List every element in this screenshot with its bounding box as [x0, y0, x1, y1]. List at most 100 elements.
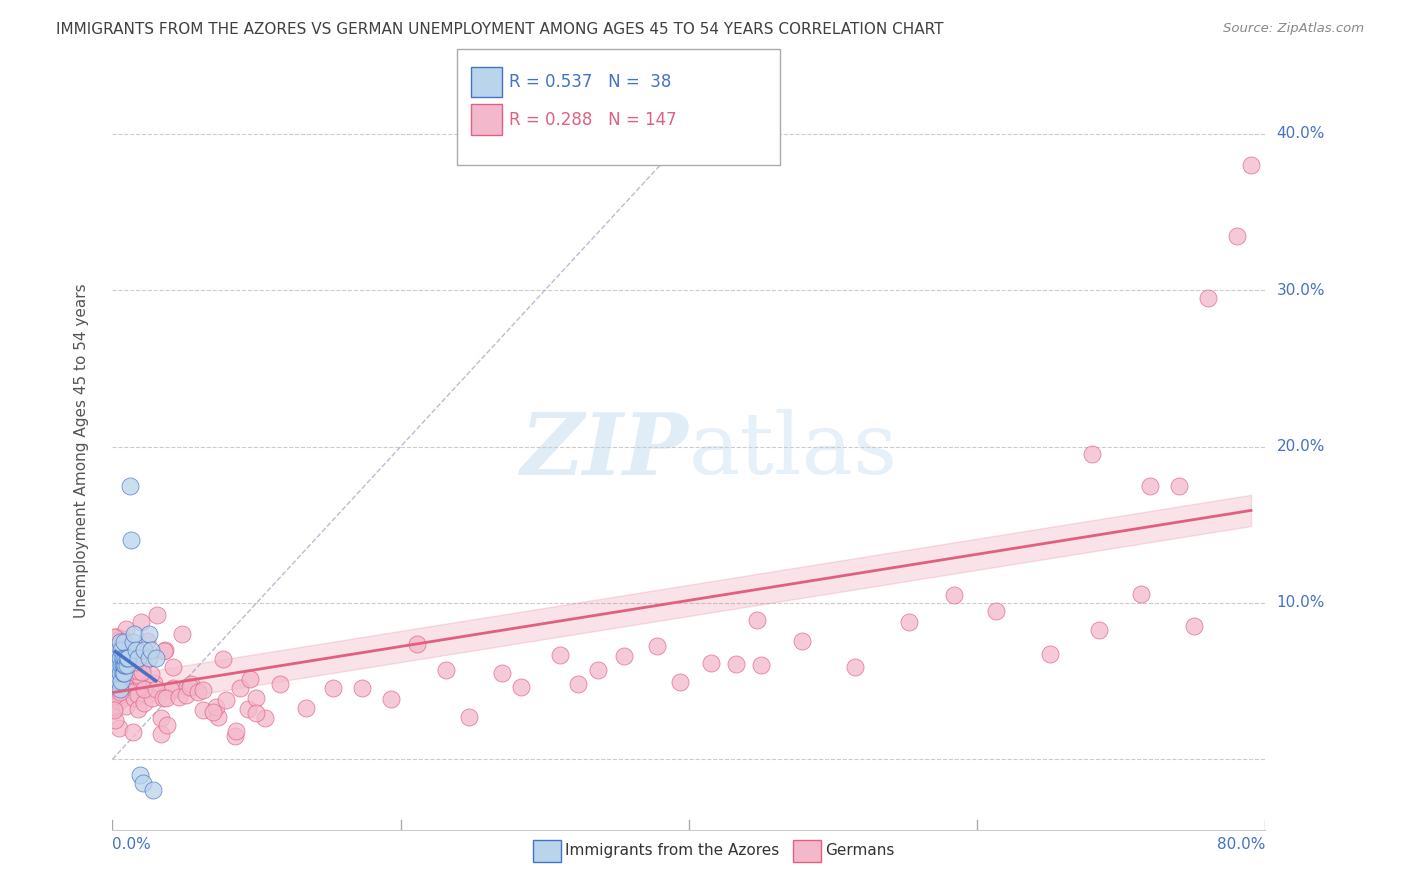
Point — [107, 721, 129, 735]
Point — [104, 713, 127, 727]
Point — [245, 706, 267, 720]
Point — [1081, 447, 1104, 461]
Point — [205, 700, 228, 714]
Point — [127, 688, 149, 702]
Point — [700, 657, 723, 671]
Point — [141, 666, 163, 681]
Point — [122, 627, 145, 641]
Point — [108, 670, 131, 684]
Point — [211, 651, 233, 665]
Point — [613, 648, 636, 663]
Point — [844, 660, 866, 674]
Point — [132, 696, 155, 710]
Point — [174, 688, 197, 702]
Point — [127, 650, 149, 665]
Point — [107, 648, 129, 663]
Point — [118, 664, 141, 678]
Point — [104, 666, 127, 681]
Point — [112, 635, 135, 649]
Point — [117, 650, 139, 665]
Point — [567, 677, 589, 691]
Text: 20.0%: 20.0% — [1277, 439, 1324, 454]
Point — [138, 650, 160, 665]
Point — [132, 682, 155, 697]
Point — [107, 672, 129, 686]
Point — [117, 668, 139, 682]
Text: ZIP: ZIP — [522, 409, 689, 492]
Point — [121, 659, 143, 673]
Point — [107, 658, 129, 673]
Point — [111, 660, 134, 674]
Point — [103, 703, 125, 717]
Point — [107, 675, 129, 690]
Point — [153, 643, 176, 657]
Point — [245, 690, 267, 705]
Point — [115, 622, 138, 636]
Point — [214, 693, 236, 707]
Point — [105, 658, 128, 673]
Point — [117, 645, 139, 659]
Point — [669, 675, 692, 690]
Point — [107, 633, 129, 648]
Point — [725, 657, 748, 671]
Point — [792, 634, 814, 648]
Point — [120, 533, 142, 548]
Point — [142, 783, 165, 797]
Point — [132, 648, 155, 662]
Text: IMMIGRANTS FROM THE AZORES VS GERMAN UNEMPLOYMENT AMONG AGES 45 TO 54 YEARS CORR: IMMIGRANTS FROM THE AZORES VS GERMAN UNE… — [56, 22, 943, 37]
Point — [103, 657, 125, 672]
Point — [159, 682, 181, 697]
Text: 10.0%: 10.0% — [1277, 595, 1324, 610]
Point — [103, 630, 125, 644]
Point — [129, 673, 152, 688]
Text: 0.0%: 0.0% — [112, 838, 152, 853]
Point — [103, 700, 125, 714]
Point — [458, 710, 481, 724]
Point — [191, 682, 214, 697]
Point — [136, 634, 159, 648]
Point — [104, 694, 127, 708]
Point — [1139, 478, 1161, 492]
Point — [176, 680, 198, 694]
Point — [187, 685, 209, 699]
Point — [170, 626, 193, 640]
Point — [1167, 478, 1189, 492]
Point — [1226, 228, 1249, 243]
Point — [127, 702, 149, 716]
Point — [322, 681, 344, 695]
Point — [145, 650, 167, 665]
Point — [406, 637, 429, 651]
Point — [202, 705, 225, 719]
Point — [1088, 624, 1111, 638]
Point — [108, 693, 131, 707]
Point — [124, 677, 146, 691]
Point — [104, 667, 127, 681]
Point — [112, 666, 135, 681]
Point — [104, 692, 127, 706]
Point — [145, 681, 167, 696]
Point — [155, 690, 177, 705]
Point — [104, 673, 127, 688]
Point — [108, 635, 131, 649]
Text: R = 0.537   N =  38: R = 0.537 N = 38 — [509, 73, 671, 91]
Point — [111, 666, 134, 681]
Point — [105, 630, 128, 644]
Point — [107, 673, 129, 688]
Point — [225, 724, 247, 739]
Point — [491, 665, 513, 680]
Point — [943, 588, 966, 602]
Point — [104, 652, 127, 666]
Text: 80.0%: 80.0% — [1218, 838, 1265, 853]
Point — [153, 643, 176, 657]
Point — [179, 677, 201, 691]
Point — [352, 681, 374, 696]
Point — [112, 658, 135, 673]
Point — [295, 701, 318, 715]
Point — [108, 650, 131, 665]
Text: Immigrants from the Azores: Immigrants from the Azores — [565, 844, 779, 858]
Point — [550, 648, 572, 662]
Point — [115, 699, 138, 714]
Point — [132, 775, 155, 789]
Point — [207, 710, 229, 724]
Point — [134, 642, 156, 657]
